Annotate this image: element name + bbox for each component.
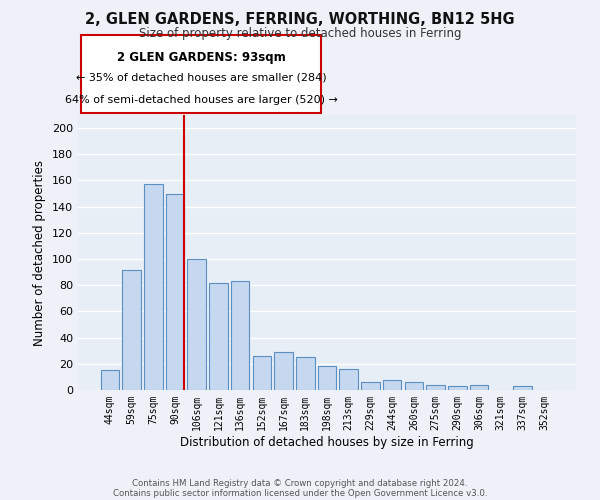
Text: 2 GLEN GARDENS: 93sqm: 2 GLEN GARDENS: 93sqm: [116, 50, 286, 64]
Bar: [340, 369, 358, 390]
Bar: [144, 184, 163, 390]
Bar: [209, 282, 227, 390]
X-axis label: Distribution of detached houses by size in Ferring: Distribution of detached houses by size …: [180, 436, 474, 448]
Bar: [513, 386, 532, 390]
FancyBboxPatch shape: [81, 35, 321, 112]
Bar: [427, 385, 445, 390]
Y-axis label: Number of detached properties: Number of detached properties: [34, 160, 46, 346]
Text: 64% of semi-detached houses are larger (520) →: 64% of semi-detached houses are larger (…: [65, 96, 337, 106]
Bar: [231, 282, 250, 390]
Bar: [448, 386, 467, 390]
Bar: [101, 370, 119, 390]
Bar: [361, 382, 380, 390]
Bar: [318, 366, 336, 390]
Bar: [166, 194, 184, 390]
Text: 2, GLEN GARDENS, FERRING, WORTHING, BN12 5HG: 2, GLEN GARDENS, FERRING, WORTHING, BN12…: [85, 12, 515, 28]
Text: ← 35% of detached houses are smaller (284): ← 35% of detached houses are smaller (28…: [76, 72, 326, 82]
Text: Contains HM Land Registry data © Crown copyright and database right 2024.: Contains HM Land Registry data © Crown c…: [132, 478, 468, 488]
Text: Size of property relative to detached houses in Ferring: Size of property relative to detached ho…: [139, 28, 461, 40]
Bar: [253, 356, 271, 390]
Bar: [274, 352, 293, 390]
Bar: [470, 385, 488, 390]
Bar: [383, 380, 401, 390]
Bar: [296, 358, 314, 390]
Text: Contains public sector information licensed under the Open Government Licence v3: Contains public sector information licen…: [113, 488, 487, 498]
Bar: [404, 382, 423, 390]
Bar: [187, 259, 206, 390]
Bar: [122, 270, 141, 390]
